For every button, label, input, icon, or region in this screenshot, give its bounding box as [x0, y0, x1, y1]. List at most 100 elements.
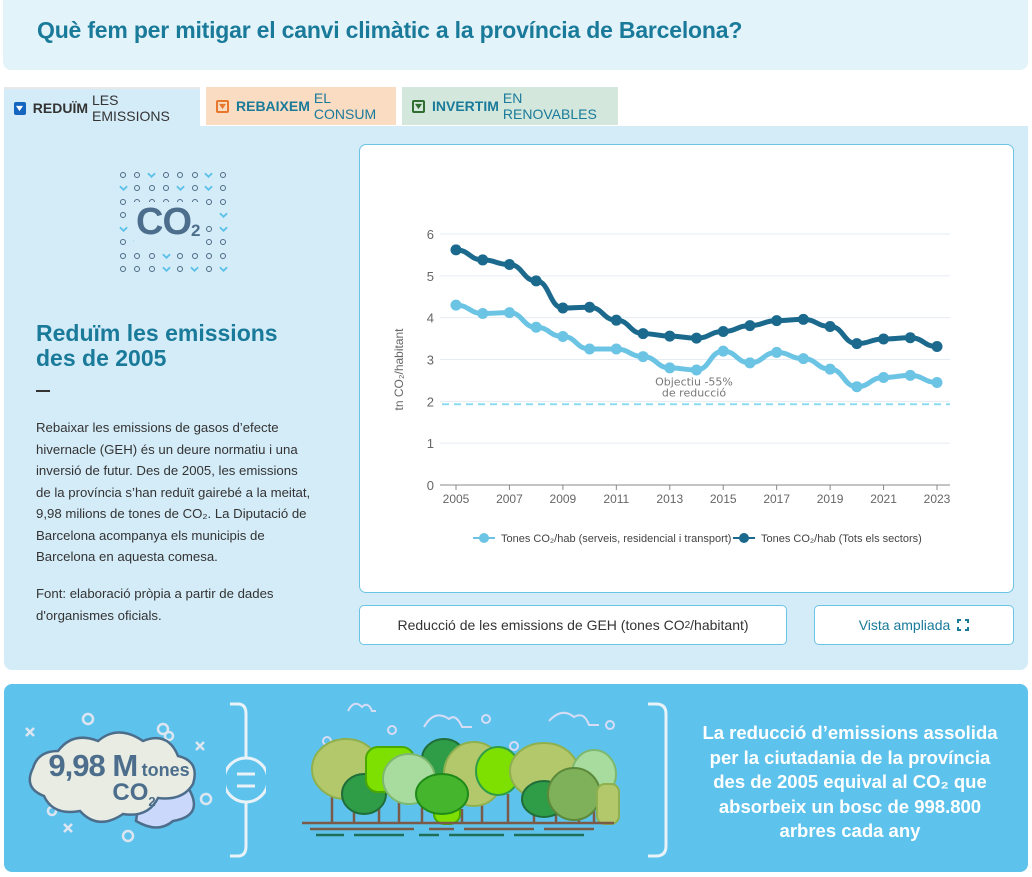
legend-marker: [479, 533, 489, 543]
data-point-1: [851, 338, 863, 350]
dot-icon: [116, 249, 130, 263]
x-tick-label: 2023: [924, 492, 951, 506]
y-tick-label: 4: [427, 311, 434, 326]
data-point-0: [477, 307, 489, 319]
y-tick-label: 1: [427, 436, 434, 451]
dot-icon: [202, 195, 216, 209]
equivalence-claim: La reducció d’emissions assolida per la …: [702, 722, 998, 841]
chevron-down-icon: [14, 101, 26, 115]
equivalence-banner: 9,98 M tones CO2: [4, 684, 1028, 872]
dot-icon: [145, 249, 159, 263]
x-tick-label: 2021: [870, 492, 897, 506]
tab-rebaixem-consum[interactable]: REBAIXEM EL CONSUM: [206, 87, 396, 125]
page-header: Què fem per mitigar el canvi climàtic a …: [3, 0, 1028, 70]
equals-icon: [226, 702, 266, 858]
chevron-icon: [187, 263, 201, 277]
tab-bar: REDUÏM LES EMISSIONS REBAIXEM EL CONSUM …: [4, 87, 618, 127]
co2-icon: CO2: [116, 168, 232, 280]
chart-title-button[interactable]: Reducció de les emissions de GEH (tones …: [359, 605, 787, 645]
data-point-0: [904, 369, 916, 381]
chevron-down-icon: [412, 99, 425, 113]
tab-invertim-renovables[interactable]: INVERTIM EN RENOVABLES: [402, 87, 618, 125]
data-point-0: [584, 343, 596, 355]
divider: [36, 390, 50, 392]
tab-label: EL CONSUM: [313, 90, 377, 122]
dot-icon: [216, 168, 230, 182]
blank-cell: [202, 209, 216, 223]
dot-icon: [216, 236, 230, 250]
legend-label: Tones CO₂/hab (serveis, residencial i tr…: [501, 533, 731, 545]
x-tick-label: 2017: [763, 492, 790, 506]
source-note: Font: elaboració pròpia a partir de dade…: [36, 586, 274, 623]
y-axis-label: tn CO₂/habitant: [392, 328, 406, 411]
y-tick-label: 0: [427, 478, 434, 493]
tab-label-bold: REBAIXEM: [236, 98, 310, 114]
chart-container: 0 1 2 3 4 5 6 2005 2007 2009 2011 2013 2015 2017 2019 2…: [359, 144, 1014, 593]
chevron-icon: [216, 209, 230, 223]
dot-icon: [173, 168, 187, 182]
chevron-icon: [216, 263, 230, 277]
dot-icon: [202, 249, 216, 263]
fullscreen-icon: [957, 619, 970, 631]
data-point-0: [931, 377, 943, 389]
data-point-0: [530, 321, 542, 333]
data-point-0: [717, 345, 729, 357]
chevron-icon: [216, 222, 230, 236]
chevron-icon: [202, 182, 216, 196]
x-tick-label: 2011: [603, 492, 629, 506]
chart-title-sub: 2: [684, 619, 691, 631]
data-point-1: [691, 332, 702, 344]
chevron-icon: [116, 222, 130, 236]
dot-icon: [187, 249, 201, 263]
page-title: Què fem per mitigar el canvi climàtic a …: [37, 17, 743, 43]
cloud-value: 9,98 M tones: [48, 748, 190, 783]
tab-reduim-emissions[interactable]: REDUÏM LES EMISSIONS: [4, 87, 200, 127]
data-point-0: [450, 299, 462, 311]
data-point-1: [637, 328, 649, 340]
legend-label: Tones CO₂/hab (Tots els sectors): [761, 533, 922, 545]
y-tick-label: 5: [427, 269, 434, 284]
data-point-0: [691, 364, 702, 376]
tab-label-bold: REDUÏM: [32, 100, 89, 116]
dot-icon: [216, 195, 230, 209]
x-tick-label: 2005: [443, 492, 470, 506]
expand-view-button[interactable]: Vista ampliada: [814, 605, 1014, 645]
data-point-0: [824, 363, 836, 375]
data-point-1: [931, 341, 943, 353]
data-point-0: [503, 307, 515, 319]
y-tick-label: 6: [427, 227, 434, 242]
dot-icon: [116, 168, 130, 182]
section-title: Reduïm les emissions des de 2005: [36, 320, 278, 371]
expand-view-label: Vista ampliada: [858, 617, 951, 633]
data-point-0: [878, 371, 890, 383]
data-point-1: [503, 259, 515, 271]
data-point-1: [771, 315, 783, 327]
co2-cloud-illustration: [25, 712, 213, 843]
dot-icon: [216, 182, 230, 196]
target-label: de reducció: [662, 386, 726, 399]
dot-icon: [159, 168, 173, 182]
dot-icon: [145, 182, 159, 196]
data-point-1: [878, 333, 890, 345]
data-point-1: [584, 301, 596, 313]
tab-label-bold: INVERTIM: [432, 98, 499, 114]
dot-icon: [202, 236, 216, 250]
data-point-1: [797, 313, 809, 325]
data-point-0: [637, 351, 649, 363]
dot-icon: [116, 263, 130, 277]
data-point-1: [904, 332, 916, 344]
chevron-icon: [145, 168, 159, 182]
chevron-down-icon: [216, 99, 229, 113]
x-tick-label: 2015: [710, 492, 737, 506]
data-point-1: [557, 302, 569, 314]
sparkle-x: [25, 727, 35, 737]
data-point-1: [530, 275, 542, 287]
dot-icon: [130, 263, 144, 277]
dot-icon: [130, 249, 144, 263]
tab-label: EN RENOVABLES: [502, 90, 597, 122]
co2-icon-label: CO2: [134, 202, 202, 251]
dot-icon: [130, 182, 144, 196]
dot-icon: [202, 263, 216, 277]
dot-icon: [187, 168, 201, 182]
data-point-0: [664, 362, 676, 374]
